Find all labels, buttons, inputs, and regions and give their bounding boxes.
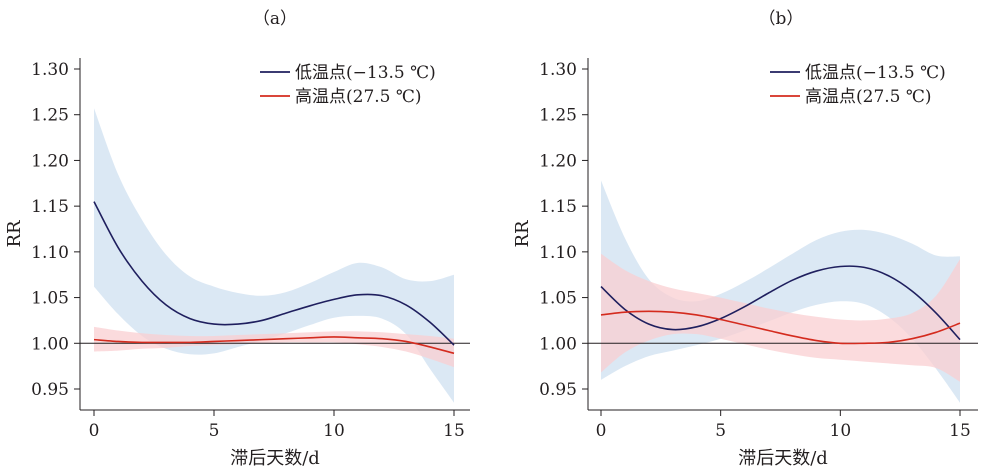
x-tick-label: 0: [89, 421, 100, 441]
legend-label: 低温点(−13.5 ℃): [805, 63, 946, 83]
confidence-band-low-temp: [601, 180, 960, 403]
chart-panel-b: （b） 0.95 1.00 1.05 1.10 1.15 1.20 1.25 1.30 0 5 10 1…: [512, 9, 978, 469]
x-tick-label: 5: [209, 421, 220, 441]
y-tick-label: 0.95: [31, 380, 69, 400]
y-tick-label: 1.20: [31, 151, 69, 171]
series-line-low-temp: [93, 201, 455, 346]
y-tick-label: 1.25: [539, 106, 577, 126]
confidence-band-high-temp: [601, 253, 960, 382]
y-tick-label: 1.30: [31, 60, 69, 80]
y-axis-label: RR: [4, 220, 25, 248]
y-tick-label: 1.15: [31, 197, 69, 217]
y-tick-label: 1.10: [31, 243, 69, 263]
confidence-band-high-temp: [94, 326, 454, 368]
y-tick-label: 1.30: [539, 60, 577, 80]
legend: 低温点(−13.5 ℃) 高温点(27.5 ℃): [260, 63, 436, 107]
x-tick-label: 10: [830, 421, 852, 441]
legend: 低温点(−13.5 ℃) 高温点(27.5 ℃): [770, 63, 946, 107]
x-tick-label: 0: [596, 421, 607, 441]
chart-panel-a: （a） 0.95 1.00 1.05 1.10 1.15 1.20 1.25 1.30 0 5 10 1…: [4, 9, 470, 469]
x-tick-label: 10: [323, 421, 345, 441]
y-tick-label: 1.20: [539, 151, 577, 171]
x-axis-label: 滞后天数/d: [738, 448, 828, 469]
legend-label: 高温点(27.5 ℃): [295, 87, 422, 107]
y-tick-label: 0.95: [539, 380, 577, 400]
y-tick-label: 1.00: [31, 334, 69, 354]
y-tick-label: 1.10: [539, 243, 577, 263]
series-line-high-temp: [600, 310, 961, 345]
x-tick-label: 5: [715, 421, 726, 441]
confidence-band-low-temp: [94, 108, 454, 403]
legend-label: 低温点(−13.5 ℃): [295, 63, 436, 83]
series-line-low-temp: [600, 265, 961, 341]
y-tick-label: 1.15: [539, 197, 577, 217]
x-tick-label: 15: [443, 421, 465, 441]
y-tick-label: 1.25: [31, 106, 69, 126]
y-axis-label: RR: [512, 220, 533, 248]
y-tick-label: 1.05: [539, 289, 577, 309]
panel-title: （b）: [759, 9, 804, 29]
x-tick-label: 15: [949, 421, 971, 441]
y-tick-label: 1.00: [539, 334, 577, 354]
legend-label: 高温点(27.5 ℃): [805, 87, 932, 107]
x-axis-label: 滞后天数/d: [230, 448, 320, 469]
panel-title: （a）: [253, 9, 297, 29]
series-line-high-temp: [93, 336, 455, 355]
y-tick-label: 1.05: [31, 289, 69, 309]
